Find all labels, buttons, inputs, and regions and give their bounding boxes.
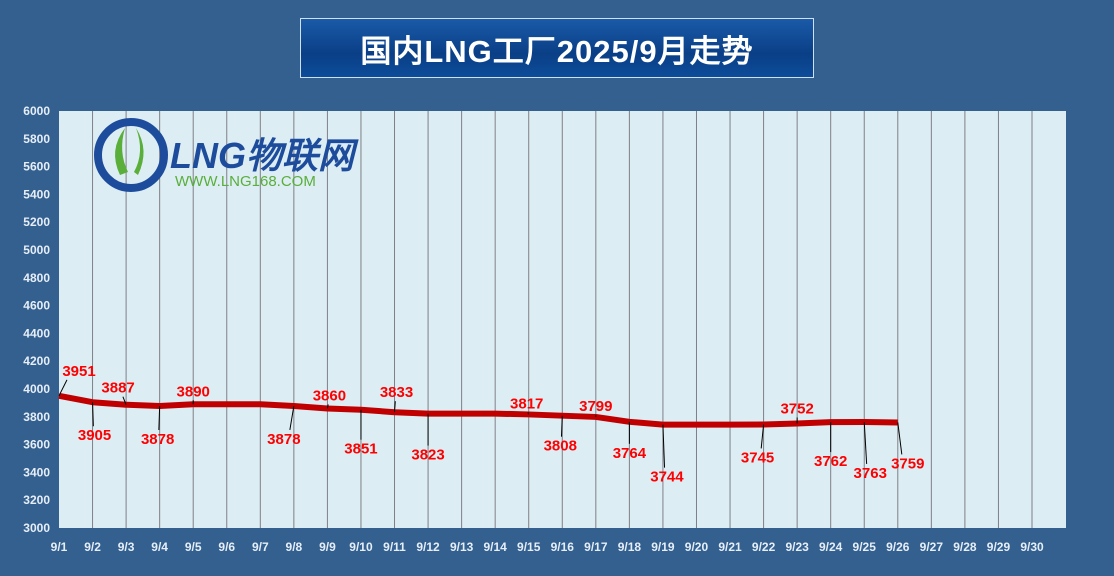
y-tick-label: 4000 (23, 382, 50, 396)
data-label: 3759 (891, 455, 924, 472)
leader-line (760, 424, 765, 449)
x-tick-label: 9/10 (349, 540, 373, 554)
x-tick-label: 9/16 (551, 540, 575, 554)
y-tick-label: 3600 (23, 438, 50, 452)
x-tick-label: 9/3 (118, 540, 135, 554)
y-tick-label: 4800 (23, 271, 50, 285)
data-label: 3833 (380, 384, 413, 401)
data-label: 3951 (62, 363, 95, 380)
x-tick-label: 9/17 (584, 540, 608, 554)
data-label: 3744 (650, 469, 684, 486)
x-tick-label: 9/30 (1020, 540, 1044, 554)
x-tick-label: 9/18 (618, 540, 642, 554)
x-tick-label: 9/13 (450, 540, 474, 554)
leader-line (527, 412, 530, 415)
x-tick-label: 9/21 (718, 540, 742, 554)
x-tick-label: 9/26 (886, 540, 910, 554)
x-tick-label: 9/11 (383, 540, 406, 554)
y-tick-label: 5000 (23, 243, 50, 257)
x-tick-label: 9/15 (517, 540, 541, 554)
data-label: 3808 (544, 438, 577, 455)
data-label: 3745 (741, 449, 774, 466)
y-tick-label: 4200 (23, 354, 50, 368)
y-tick-label: 4600 (23, 299, 50, 313)
x-tick-label: 9/25 (853, 540, 877, 554)
data-label: 3890 (177, 383, 210, 400)
data-label: 3851 (344, 441, 377, 458)
lng-logo: LNG物联网 WWW.LNG168.COM (94, 118, 359, 192)
data-label: 3878 (267, 431, 300, 448)
data-label: 3799 (579, 398, 612, 415)
leader-line (560, 415, 563, 437)
y-tick-label: 3400 (23, 465, 50, 479)
leader-line (122, 396, 127, 405)
y-tick-label: 6000 (23, 104, 50, 118)
x-tick-label: 9/20 (685, 540, 709, 554)
x-tick-label: 9/29 (987, 540, 1011, 554)
data-label: 3752 (780, 400, 813, 417)
data-label: 3878 (141, 431, 174, 448)
series-line (58, 392, 898, 428)
leader-line (58, 379, 68, 397)
y-tick-label: 5400 (23, 187, 50, 201)
logo-url: WWW.LNG168.COM (175, 173, 316, 190)
x-tick-label: 9/8 (286, 540, 303, 554)
y-tick-label: 3000 (23, 521, 50, 535)
data-label: 3860 (313, 387, 346, 404)
x-tick-label: 9/23 (785, 540, 809, 554)
x-tick-label: 9/1 (51, 540, 68, 554)
x-tick-label: 9/22 (752, 540, 776, 554)
leader-line (326, 404, 329, 409)
x-tick-label: 9/6 (218, 540, 235, 554)
y-tick-label: 5800 (23, 132, 50, 146)
leader-line (897, 422, 903, 455)
leader-line (863, 421, 868, 464)
data-label: 3764 (613, 445, 647, 462)
x-tick-label: 9/2 (84, 540, 101, 554)
y-tick-label: 5200 (23, 215, 50, 229)
leader-line (92, 402, 94, 427)
x-tick-label: 9/4 (151, 540, 168, 554)
x-tick-label: 9/14 (483, 540, 507, 554)
data-label: 3905 (78, 427, 111, 444)
data-label: 3762 (814, 453, 847, 470)
x-tick-label: 9/7 (252, 540, 269, 554)
x-tick-label: 9/9 (319, 540, 336, 554)
x-tick-label: 9/24 (819, 540, 843, 554)
data-label: 3817 (510, 395, 543, 412)
x-tick-label: 9/19 (651, 540, 675, 554)
x-tick-label: 9/5 (185, 540, 202, 554)
data-label: 3763 (854, 465, 887, 482)
y-tick-label: 4400 (23, 326, 50, 340)
leader-line (394, 401, 396, 413)
leader-line (158, 405, 161, 430)
logo-brand: LNG物联网 (170, 135, 359, 176)
leader-line (289, 405, 295, 431)
y-tick-label: 3800 (23, 410, 50, 424)
y-tick-label: 3200 (23, 493, 50, 507)
x-tick-label: 9/28 (953, 540, 977, 554)
data-label: 3887 (101, 380, 134, 397)
y-tick-label: 5600 (23, 160, 50, 174)
data-label: 3823 (411, 447, 444, 464)
leader-line (662, 424, 666, 468)
chart-title: 国内LNG工厂2025/9月走势 (300, 18, 814, 78)
x-tick-label: 9/12 (416, 540, 440, 554)
x-tick-label: 9/27 (920, 540, 944, 554)
